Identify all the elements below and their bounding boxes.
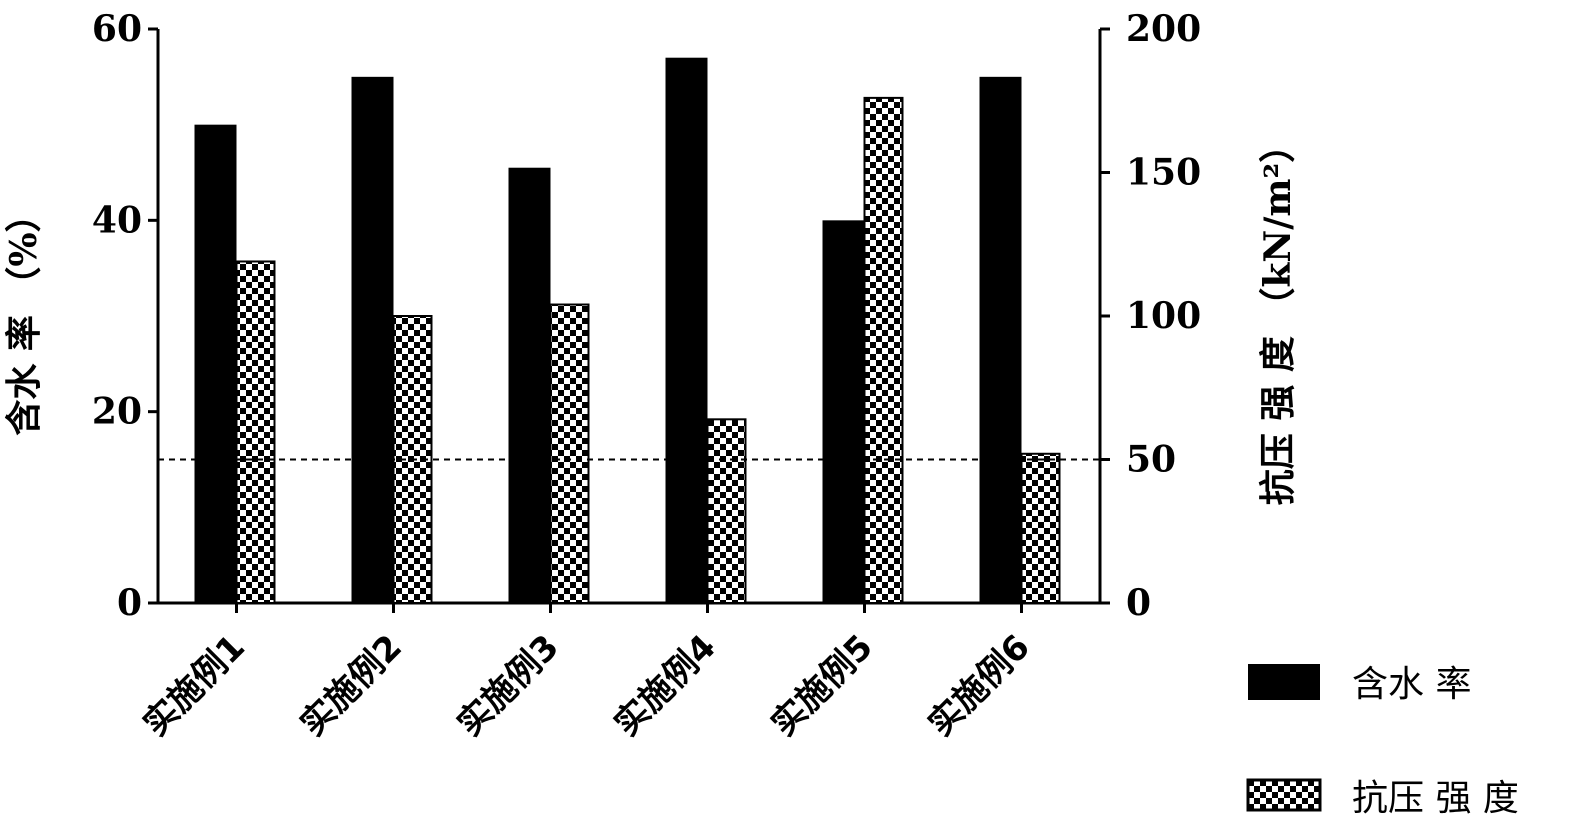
right-y-tick-label: 150 [1126,152,1201,194]
x-category-label: 实施例2 [293,627,410,744]
bar-compressive-strength [1020,452,1061,605]
left-y-tick-label: 60 [92,8,142,50]
legend-label-compressive-strength: 抗压 强 度 [1352,778,1519,819]
bar-water-content [508,167,551,603]
bar-compressive-strength [706,418,747,604]
right-y-tick-label: 100 [1126,295,1201,337]
left-y-tick-label: 0 [117,582,142,624]
right-y-tick-label: 50 [1126,439,1176,481]
x-category-label: 实施例1 [136,627,253,744]
legend-label-water-content: 含水 率 [1352,664,1471,705]
left-y-axis-title: 含水 率 （%） [3,196,45,435]
bar-compressive-strength [863,96,904,604]
right-y-axis-title: 抗压 强 度 （kN/m²） [1257,127,1299,505]
x-category-label: 实施例6 [921,627,1038,744]
left-y-tick-label: 40 [92,199,142,241]
right-y-tick-label: 0 [1126,582,1151,624]
legend-swatch-water-content [1248,664,1320,700]
bar-compressive-strength [235,260,276,604]
bar-compressive-strength [549,303,590,604]
left-y-tick-label: 20 [92,391,142,433]
x-category-label: 实施例3 [450,627,567,744]
bar-water-content [351,76,394,604]
x-category-label: 实施例5 [764,627,881,744]
bar-water-content [665,57,708,603]
bar-water-content [194,124,237,604]
x-category-label: 实施例4 [607,627,724,744]
right-y-tick-label: 200 [1126,8,1201,50]
bar-water-content [822,220,865,604]
legend-swatch-compressive-strength [1246,778,1322,812]
bar-water-content [979,76,1022,604]
